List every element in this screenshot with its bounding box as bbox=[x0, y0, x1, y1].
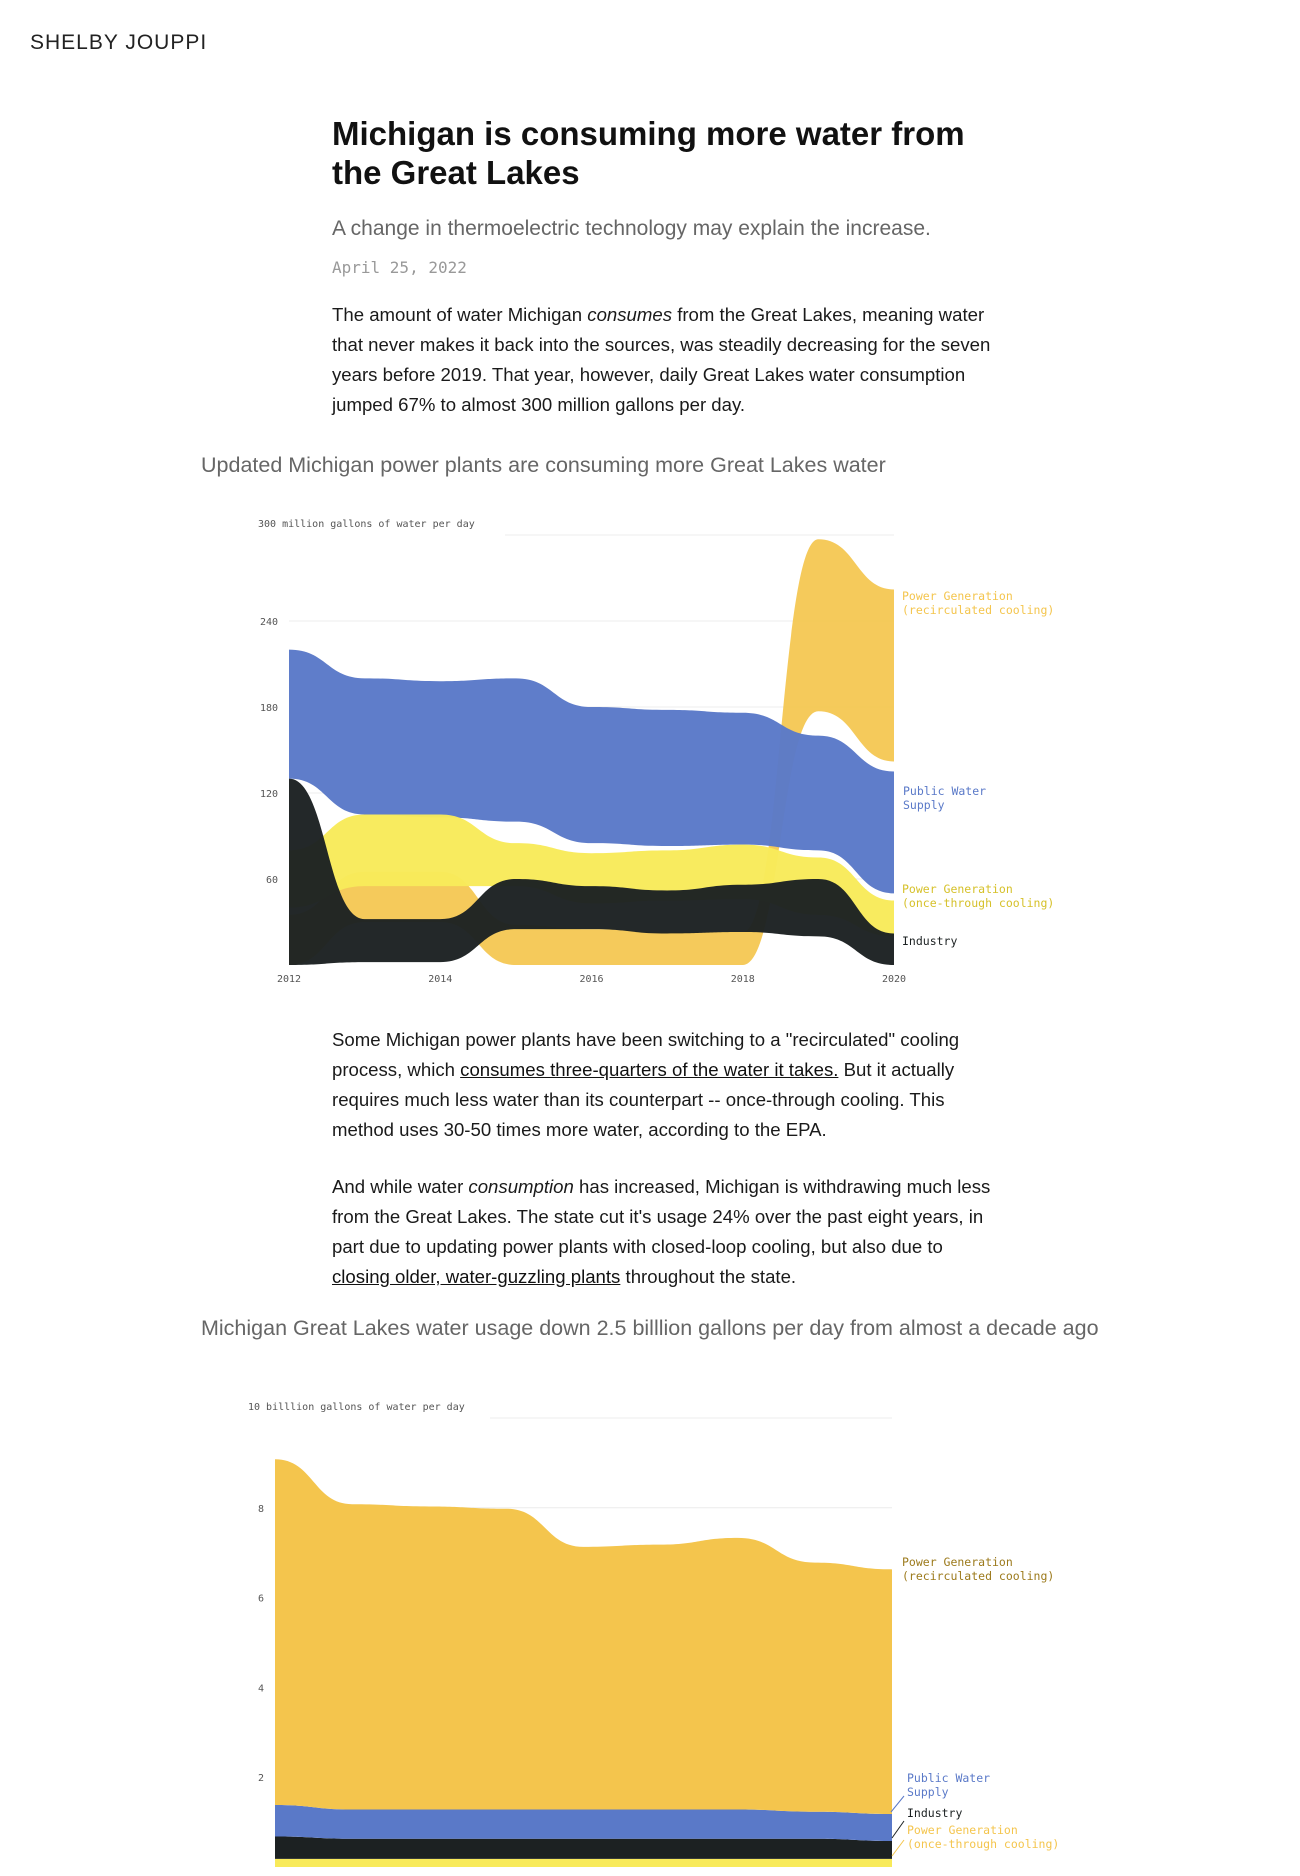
article-title: Michigan is consuming more water from th… bbox=[332, 115, 965, 191]
series-label-recirc: Power Generation bbox=[902, 1555, 1013, 1569]
paragraph-recirculated: Some Michigan power plants have been swi… bbox=[332, 1025, 992, 1145]
article-header: Michigan is consuming more water from th… bbox=[332, 114, 992, 277]
series-label-once: Power Generation bbox=[902, 882, 1013, 896]
paragraph-text: The amount of water Michigan consumes fr… bbox=[332, 304, 991, 415]
x-tick-label: 2016 bbox=[579, 974, 603, 985]
y-tick-label: 2 bbox=[258, 1773, 264, 1784]
chart-2-title: Michigan Great Lakes water usage down 2.… bbox=[201, 1316, 1099, 1340]
series-label-once: Power Generation bbox=[907, 1823, 1018, 1837]
series-label-public: Supply bbox=[903, 798, 945, 812]
series-label-public: Supply bbox=[907, 1785, 949, 1799]
paragraph-intro: The amount of water Michigan consumes fr… bbox=[332, 300, 992, 420]
y-tick-label: 120 bbox=[260, 789, 278, 800]
stream-recirc bbox=[275, 1459, 892, 1815]
x-tick-label: 2020 bbox=[882, 974, 906, 985]
site-name[interactable]: SHELBY JOUPPI bbox=[30, 31, 208, 54]
leader-line-industry bbox=[891, 1820, 905, 1839]
y-tick-label: 8 bbox=[258, 1504, 264, 1515]
paragraph-text: And while water consumption has increase… bbox=[332, 1176, 991, 1287]
y-tick-label: 60 bbox=[266, 875, 278, 886]
x-tick-label: 2018 bbox=[731, 974, 755, 985]
y-tick-label: 6 bbox=[258, 1594, 264, 1605]
series-label-recirc: (recirculated cooling) bbox=[902, 603, 1054, 617]
paragraph-text: Some Michigan power plants have been swi… bbox=[332, 1029, 960, 1140]
y-tick-label: 4 bbox=[258, 1683, 264, 1694]
series-label-recirc: Power Generation bbox=[902, 589, 1013, 603]
x-tick-label: 2014 bbox=[428, 974, 452, 985]
leader-line-public bbox=[890, 1795, 905, 1813]
y-tick-label: 180 bbox=[260, 703, 278, 714]
series-label-public: Public Water bbox=[907, 1771, 990, 1785]
series-label-public: Public Water bbox=[903, 784, 986, 798]
stream-industry bbox=[289, 778, 894, 965]
stream-once bbox=[289, 814, 894, 937]
leader-line-once bbox=[891, 1839, 905, 1857]
y-unit-label: 10 billlion gallons of water per day bbox=[248, 1402, 465, 1413]
article-date: April 25, 2022 bbox=[332, 258, 467, 277]
series-label-recirc: (recirculated cooling) bbox=[902, 1569, 1054, 1583]
series-label-industry: Industry bbox=[902, 934, 957, 948]
stream-recirc bbox=[289, 539, 894, 965]
article-subtitle: A change in thermoelectric technology ma… bbox=[332, 217, 931, 240]
y-tick-label: 240 bbox=[260, 617, 278, 628]
link-closing-older-plants[interactable]: closing older, water-guzzling plants bbox=[332, 1266, 621, 1287]
x-tick-label: 2012 bbox=[277, 974, 301, 985]
series-label-once: (once-through cooling) bbox=[907, 1837, 1059, 1851]
chart-1-title: Updated Michigan power plants are consum… bbox=[201, 453, 886, 477]
series-label-once: (once-through cooling) bbox=[902, 896, 1054, 910]
stream-industry bbox=[275, 1836, 892, 1859]
stream-once bbox=[275, 1858, 892, 1867]
stream-public bbox=[275, 1805, 892, 1841]
series-label-industry: Industry bbox=[907, 1806, 962, 1820]
y-unit-label: 300 million gallons of water per day bbox=[258, 519, 475, 530]
paragraph-withdrawal: And while water consumption has increase… bbox=[332, 1172, 992, 1292]
stream-public bbox=[289, 649, 894, 894]
link-consumes-three-quarters[interactable]: consumes three-quarters of the water it … bbox=[460, 1059, 839, 1080]
